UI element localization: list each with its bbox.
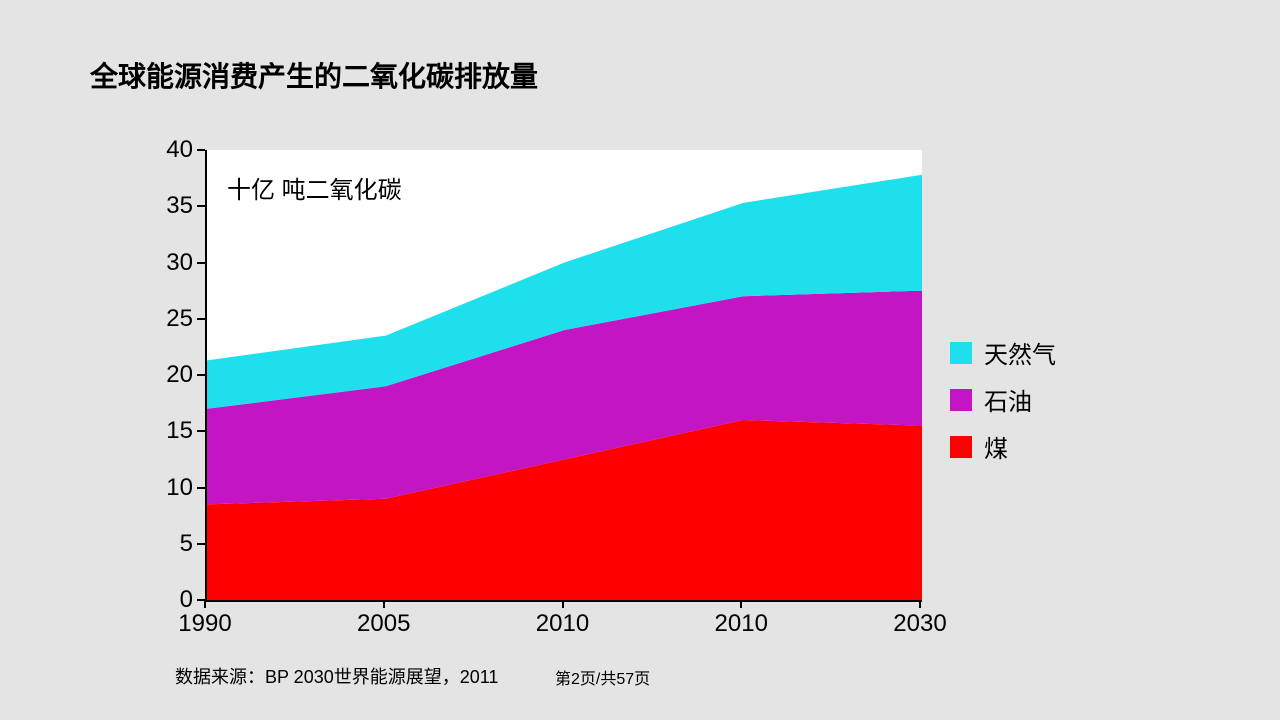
x-tick-mark bbox=[204, 600, 206, 608]
legend-item-oil: 石油 bbox=[950, 382, 1056, 417]
legend: 天然气石油煤 bbox=[950, 335, 1056, 476]
y-tick-label: 10 bbox=[133, 474, 193, 502]
legend-item-gas: 天然气 bbox=[950, 335, 1056, 370]
y-tick-label: 25 bbox=[133, 305, 193, 333]
y-tick-label: 40 bbox=[133, 136, 193, 164]
y-tick-label: 15 bbox=[133, 417, 193, 445]
legend-swatch bbox=[950, 436, 972, 458]
x-tick-label: 2005 bbox=[357, 610, 410, 638]
x-tick-mark bbox=[740, 600, 742, 608]
y-unit-label: 十亿 吨二氧化碳 bbox=[227, 170, 402, 205]
y-tick-mark bbox=[197, 487, 205, 489]
y-tick-mark bbox=[197, 149, 205, 151]
page-indicator: 第2页/共57页 bbox=[555, 665, 650, 689]
legend-swatch bbox=[950, 389, 972, 411]
y-tick-mark bbox=[197, 543, 205, 545]
x-tick-mark bbox=[919, 600, 921, 608]
y-tick-label: 5 bbox=[133, 530, 193, 558]
y-tick-mark bbox=[197, 374, 205, 376]
legend-swatch bbox=[950, 342, 972, 364]
x-tick-label: 2010 bbox=[715, 610, 768, 638]
legend-item-coal: 煤 bbox=[950, 429, 1056, 464]
source-text: 数据来源：BP 2030世界能源展望，2011 bbox=[175, 663, 498, 689]
legend-label: 石油 bbox=[984, 382, 1032, 417]
y-tick-label: 35 bbox=[133, 192, 193, 220]
y-tick-mark bbox=[197, 318, 205, 320]
page: 全球能源消费产生的二氧化碳排放量 十亿 吨二氧化碳 05101520253035… bbox=[0, 0, 1280, 720]
stacked-area-svg bbox=[207, 150, 922, 600]
legend-label: 煤 bbox=[984, 429, 1008, 464]
x-tick-label: 2030 bbox=[893, 610, 946, 638]
y-tick-mark bbox=[197, 205, 205, 207]
y-tick-mark bbox=[197, 262, 205, 264]
chart-title: 全球能源消费产生的二氧化碳排放量 bbox=[90, 55, 538, 95]
plot-area: 十亿 吨二氧化碳 bbox=[205, 150, 922, 602]
x-tick-label: 2010 bbox=[536, 610, 589, 638]
y-tick-label: 20 bbox=[133, 361, 193, 389]
y-tick-mark bbox=[197, 430, 205, 432]
x-tick-mark bbox=[562, 600, 564, 608]
x-tick-label: 1990 bbox=[178, 610, 231, 638]
chart-area: 十亿 吨二氧化碳 0510152025303540199020052010201… bbox=[205, 150, 920, 600]
legend-label: 天然气 bbox=[984, 335, 1056, 370]
y-tick-label: 30 bbox=[133, 249, 193, 277]
x-tick-mark bbox=[383, 600, 385, 608]
